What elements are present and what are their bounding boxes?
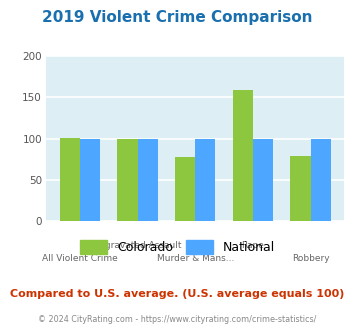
Bar xyxy=(60,138,80,221)
Bar xyxy=(253,139,273,221)
Bar xyxy=(80,139,100,221)
Bar xyxy=(175,157,195,221)
Text: 2019 Violent Crime Comparison: 2019 Violent Crime Comparison xyxy=(42,10,313,25)
Text: All Violent Crime: All Violent Crime xyxy=(42,254,118,263)
Bar xyxy=(233,90,253,221)
Text: Robbery: Robbery xyxy=(292,254,329,263)
Legend: Colorado, National: Colorado, National xyxy=(80,241,275,254)
Bar xyxy=(118,139,138,221)
Bar xyxy=(290,156,311,221)
Text: Rape: Rape xyxy=(241,241,264,249)
Text: Compared to U.S. average. (U.S. average equals 100): Compared to U.S. average. (U.S. average … xyxy=(10,289,345,299)
Text: Aggravated Assault: Aggravated Assault xyxy=(93,241,182,249)
Bar xyxy=(195,139,215,221)
Bar xyxy=(138,139,158,221)
Text: Murder & Mans...: Murder & Mans... xyxy=(157,254,234,263)
Text: © 2024 CityRating.com - https://www.cityrating.com/crime-statistics/: © 2024 CityRating.com - https://www.city… xyxy=(38,315,317,324)
Bar xyxy=(311,139,331,221)
